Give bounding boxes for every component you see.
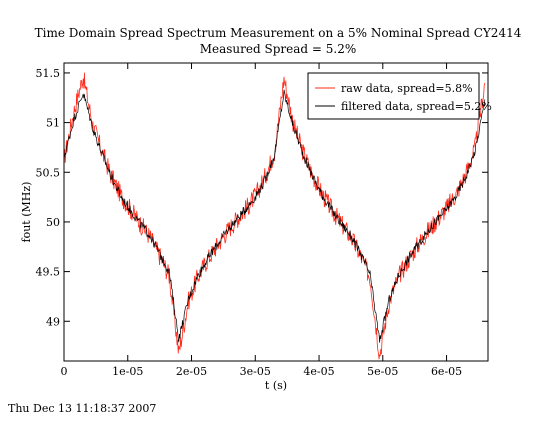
x-tick-label: 4e-05 (303, 365, 334, 378)
y-tick-label: 50 (46, 216, 60, 229)
series-layer (63, 72, 486, 360)
x-axis-ticks: 0 1e-05 2e-05 3e-05 4e-05 5e-05 6e-05 (61, 63, 462, 378)
x-tick-label: 2e-05 (176, 365, 207, 378)
x-axis-label: t (s) (265, 379, 287, 392)
x-tick-label: 0 (61, 365, 68, 378)
x-tick-label: 5e-05 (367, 365, 398, 378)
plot-frame (63, 62, 489, 362)
series-line-raw (63, 72, 486, 360)
y-tick-label: 51.5 (36, 67, 61, 80)
x-tick-label: 6e-05 (431, 365, 462, 378)
x-tick-label: 1e-05 (112, 365, 143, 378)
chart-subtitle: Measured Spread = 5.2% (200, 42, 357, 56)
chart-title: Time Domain Spread Spectrum Measurement … (35, 26, 522, 40)
legend-label-raw: raw data, spread=5.8% (341, 82, 473, 95)
y-tick-label: 49 (46, 315, 60, 328)
series-line-filtered (63, 89, 486, 343)
legend-box (307, 72, 480, 120)
timestamp: Thu Dec 13 11:18:37 2007 (8, 402, 157, 415)
x-tick-label: 3e-05 (240, 365, 271, 378)
y-axis-ticks: 49 49.5 50 50.5 51 51.5 (36, 67, 488, 328)
y-tick-label: 49.5 (36, 266, 61, 279)
legend: raw data, spread=5.8% filtered data, spr… (307, 72, 492, 120)
legend-label-filtered: filtered data, spread=5.2% (341, 100, 492, 113)
y-tick-label: 50.5 (36, 166, 61, 179)
y-axis-label: fout (MHz) (20, 182, 33, 243)
plot-area (63, 72, 486, 360)
y-tick-label: 51 (46, 117, 60, 130)
